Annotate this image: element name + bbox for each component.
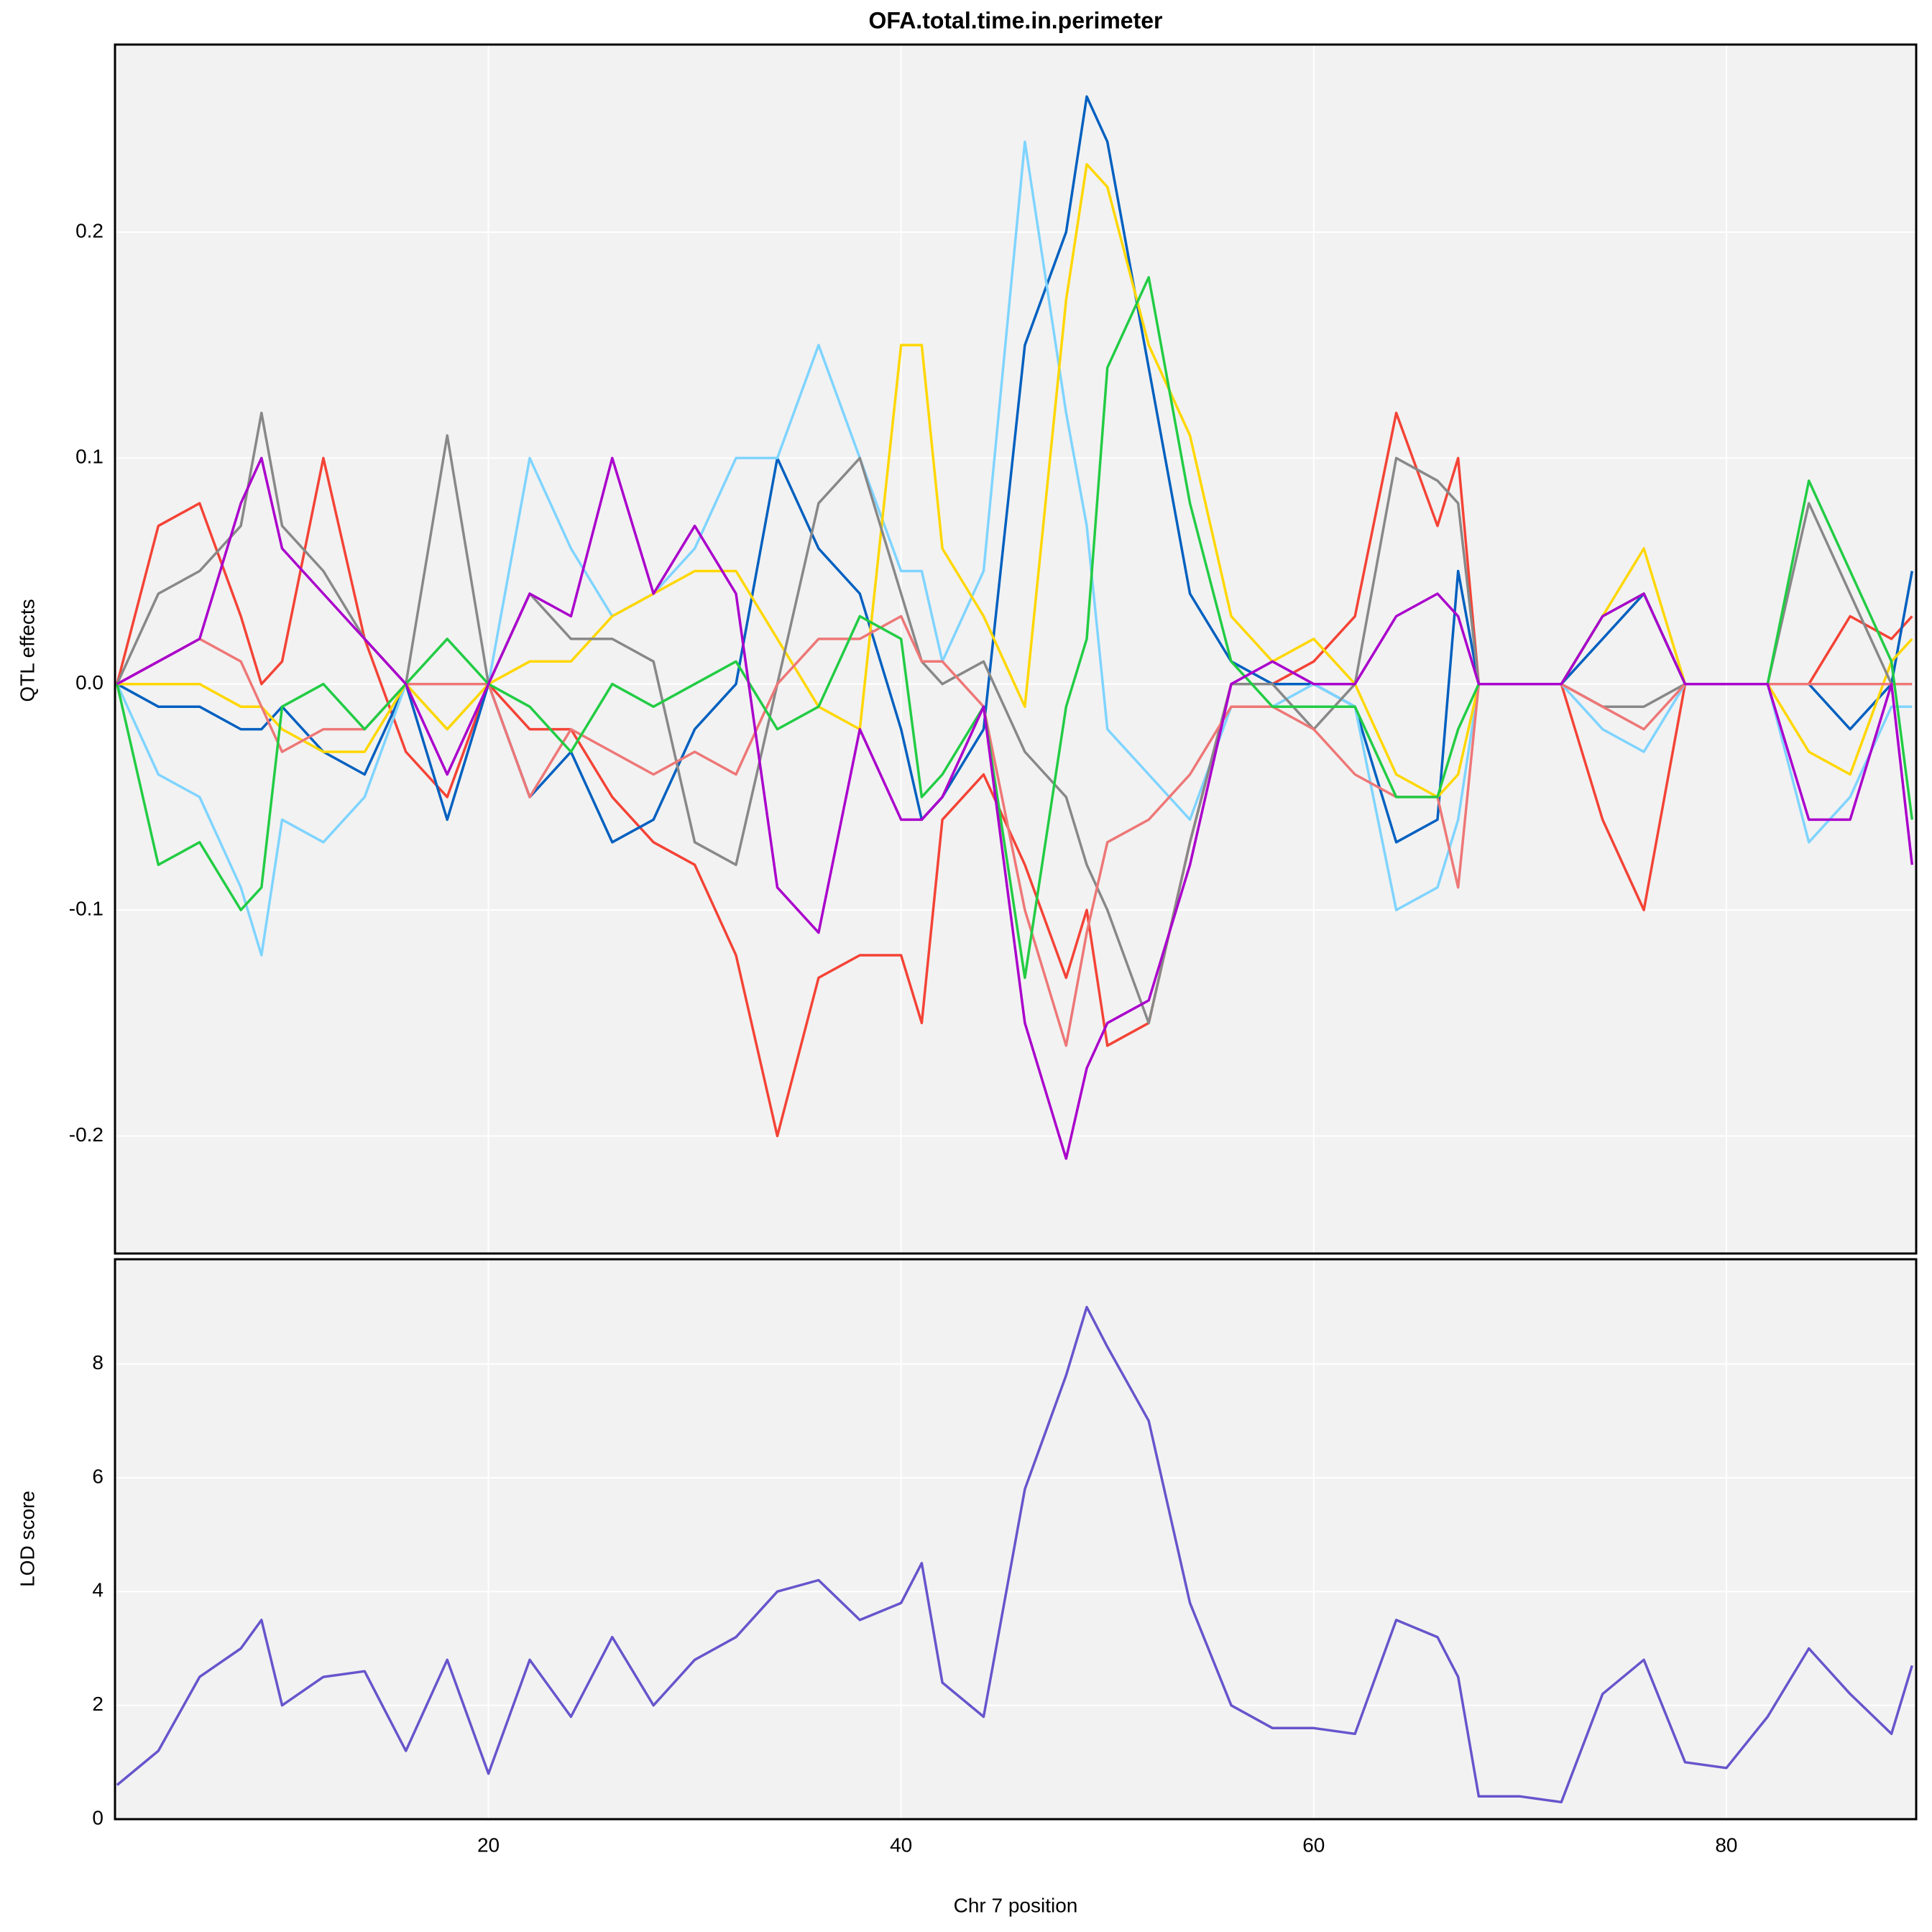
y-axis-label: LOD score	[16, 1491, 38, 1587]
x-axis-label: Chr 7 position	[954, 1894, 1078, 1916]
y-tick-label: -0.2	[69, 1123, 104, 1146]
y-tick-label: 2	[92, 1693, 104, 1715]
x-tick-label: 60	[1302, 1834, 1325, 1856]
y-tick-label: -0.1	[69, 898, 104, 920]
data-line	[116, 411, 1913, 1138]
y-axis-label: QTL effects	[16, 599, 38, 702]
y-tick-label: 4	[92, 1579, 104, 1601]
chart-title: OFA.total.time.in.perimeter	[869, 7, 1163, 33]
y-tick-label: 8	[92, 1351, 104, 1374]
y-tick-label: 0	[92, 1806, 104, 1828]
x-tick-label: 80	[1715, 1834, 1737, 1856]
data-line	[116, 456, 1914, 1160]
data-line	[116, 1305, 1913, 1804]
x-tick-label: 40	[890, 1834, 912, 1856]
plot-border	[114, 1258, 1918, 1821]
plot-border	[114, 43, 1918, 1255]
y-tick-label: 0.1	[75, 446, 104, 468]
y-tick-label: 6	[92, 1465, 104, 1487]
x-tick-label: 20	[477, 1834, 500, 1856]
y-tick-label: 0.2	[75, 219, 104, 242]
y-tick-label: 0.0	[75, 671, 104, 694]
